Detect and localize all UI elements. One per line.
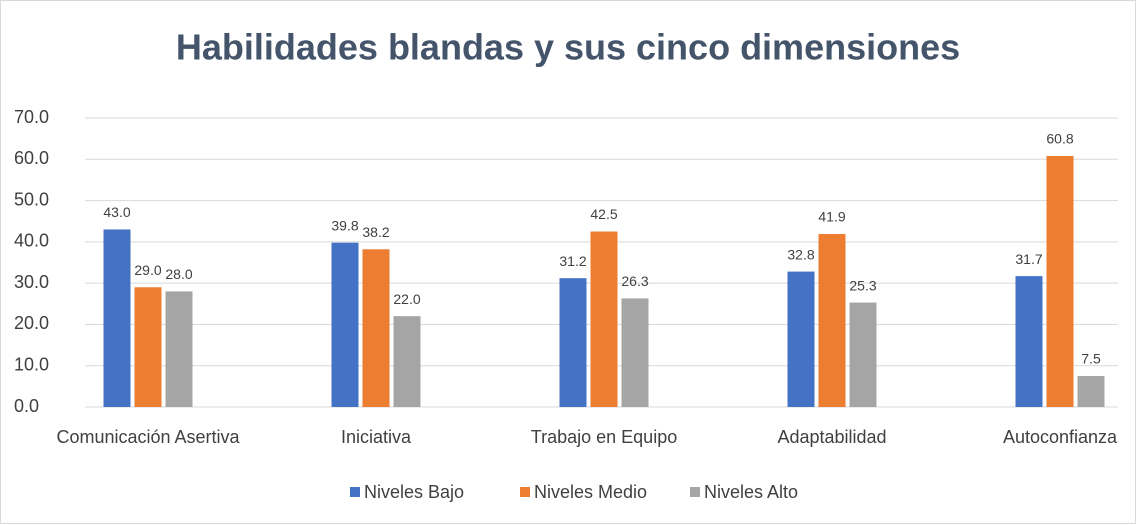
data-label: 26.3 bbox=[621, 273, 648, 289]
data-label: 32.8 bbox=[787, 246, 814, 262]
bar bbox=[787, 271, 815, 407]
data-label: 29.0 bbox=[134, 262, 161, 278]
y-tick-label: 0.0 bbox=[14, 396, 39, 416]
x-tick-label: Trabajo en Equipo bbox=[531, 427, 677, 447]
data-label: 31.7 bbox=[1015, 251, 1042, 267]
bar bbox=[103, 229, 131, 407]
y-tick-label: 70.0 bbox=[14, 107, 49, 127]
bar bbox=[393, 316, 421, 407]
legend-label: Niveles Medio bbox=[534, 482, 647, 502]
legend-swatch bbox=[350, 487, 360, 497]
legend-swatch bbox=[520, 487, 530, 497]
legend-swatch bbox=[690, 487, 700, 497]
y-tick-label: 60.0 bbox=[14, 148, 49, 168]
data-label: 31.2 bbox=[559, 253, 586, 269]
y-tick-label: 20.0 bbox=[14, 313, 49, 333]
bar bbox=[362, 249, 390, 407]
bar bbox=[818, 234, 846, 407]
bar bbox=[621, 298, 649, 407]
bar bbox=[1015, 276, 1043, 407]
data-label: 7.5 bbox=[1081, 351, 1101, 367]
chart-title: Habilidades blandas y sus cinco dimensio… bbox=[176, 27, 960, 68]
bar bbox=[134, 287, 162, 407]
x-tick-label: Autoconfianza bbox=[1003, 427, 1118, 447]
data-label: 22.0 bbox=[393, 291, 420, 307]
x-tick-label: Adaptabilidad bbox=[777, 427, 886, 447]
y-tick-label: 30.0 bbox=[14, 272, 49, 292]
data-label: 42.5 bbox=[590, 206, 617, 222]
data-label: 41.9 bbox=[818, 209, 845, 225]
data-label: 60.8 bbox=[1046, 131, 1073, 147]
bar bbox=[1046, 155, 1074, 407]
bar bbox=[1077, 376, 1105, 407]
legend-label: Niveles Alto bbox=[704, 482, 798, 502]
x-tick-label: Iniciativa bbox=[341, 427, 412, 447]
data-label: 38.2 bbox=[362, 224, 389, 240]
legend-label: Niveles Bajo bbox=[364, 482, 464, 502]
y-tick-label: 40.0 bbox=[14, 231, 49, 251]
y-tick-label: 10.0 bbox=[14, 354, 49, 374]
data-label: 39.8 bbox=[331, 217, 358, 233]
bar bbox=[559, 278, 587, 407]
bar bbox=[849, 302, 877, 407]
bar bbox=[165, 291, 193, 407]
data-label: 28.0 bbox=[165, 266, 192, 282]
data-label: 43.0 bbox=[103, 204, 130, 220]
bar bbox=[590, 231, 618, 407]
x-tick-label: Comunicación Asertiva bbox=[56, 427, 240, 447]
bar bbox=[331, 242, 359, 407]
data-label: 25.3 bbox=[849, 277, 876, 293]
y-tick-label: 50.0 bbox=[14, 189, 49, 209]
